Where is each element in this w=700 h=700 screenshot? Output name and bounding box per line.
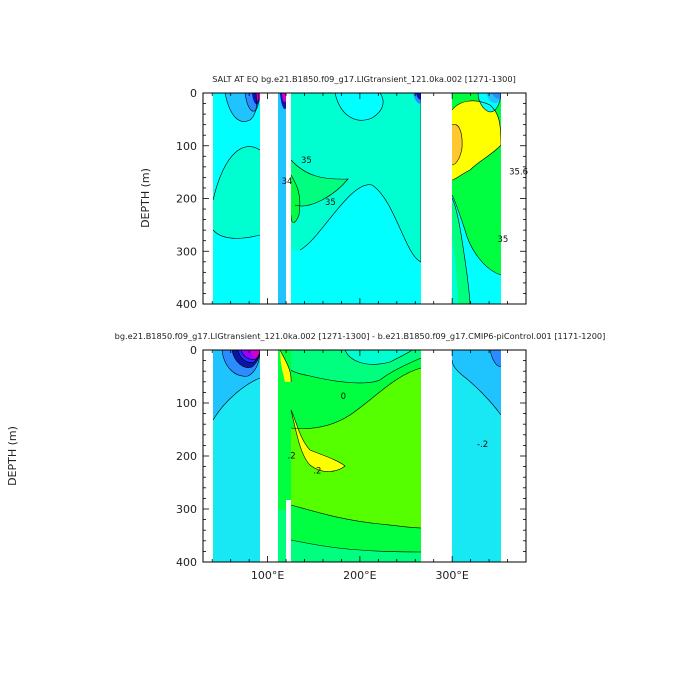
axis-group: 0 100 200 300 400 [176, 87, 527, 311]
fill-region [490, 350, 501, 367]
y-tick-label: 0 [190, 344, 197, 357]
chart-panel-2: bg.e21.B1850.f09_g17.LIGtransient_121.0k… [6, 331, 605, 582]
y-tick-label: 0 [190, 87, 197, 100]
fill-region [452, 100, 501, 180]
fill-region [280, 350, 292, 382]
y-tick-label: 100 [176, 140, 197, 153]
contour-lines [212, 350, 502, 553]
y-tick-label: 300 [176, 245, 197, 258]
plot-area [203, 350, 526, 562]
fill-region [278, 93, 286, 304]
fill-region [291, 175, 300, 223]
contour-label: 35 [498, 235, 509, 245]
contour-label: .2 [288, 452, 296, 462]
fill-region [213, 146, 260, 239]
land-mask [421, 350, 452, 562]
chart-panel-1: SALT AT EQ bg.e21.B1850.f09_g17.LIGtrans… [139, 74, 529, 311]
land-mask [260, 350, 278, 562]
land-mask [260, 93, 278, 304]
axis-group: 0 100 200 300 400 100°E 200°E 300°E [176, 344, 527, 582]
fill-region [282, 93, 286, 103]
chart-title: bg.e21.B1850.f09_g17.LIGtransient_121.0k… [115, 331, 606, 341]
land-mask [286, 500, 291, 562]
land-mask [286, 93, 291, 304]
fill-region [291, 160, 348, 206]
y-tick-label: 200 [176, 450, 197, 463]
y-axis-label: DEPTH (m) [139, 168, 152, 228]
fill-region [492, 93, 501, 99]
contour-label: 34 [282, 177, 293, 187]
y-axis-label: DEPTH (m) [6, 426, 19, 486]
contour-label: .2 [313, 466, 321, 476]
fill-region [345, 350, 412, 365]
contour-label: -.2 [477, 440, 488, 450]
contour-label: 35 [325, 198, 336, 208]
land-mask [421, 93, 452, 304]
fill-region [416, 93, 421, 100]
fill-region [452, 350, 501, 415]
fill-region [335, 93, 384, 121]
contour-label: 35.6 [509, 168, 528, 178]
fill-region [291, 540, 421, 562]
contour-label: 0 [341, 392, 346, 402]
contour-label: 35 [301, 156, 312, 166]
fill-region [250, 350, 260, 358]
y-tick-label: 400 [176, 556, 197, 569]
contour-label-group: 0 .2 .2 -.2 [288, 392, 489, 476]
x-tick-label: 300°E [435, 569, 468, 582]
y-tick-label: 200 [176, 193, 197, 206]
fill-region [291, 410, 345, 472]
y-tick-label: 400 [176, 298, 197, 311]
fill-region [452, 235, 458, 304]
fill-region [452, 124, 463, 165]
y-tick-label: 300 [176, 503, 197, 516]
contour-label-group: 35 34 35 35.6 35 [282, 156, 529, 245]
chart-title: SALT AT EQ bg.e21.B1850.f09_g17.LIGtrans… [212, 74, 516, 84]
fill-region [256, 93, 260, 102]
plot-area [203, 93, 526, 304]
fill-region [291, 93, 421, 262]
x-tick-label: 100°E [251, 569, 284, 582]
x-tick-label: 200°E [343, 569, 376, 582]
y-tick-label: 100 [176, 397, 197, 410]
